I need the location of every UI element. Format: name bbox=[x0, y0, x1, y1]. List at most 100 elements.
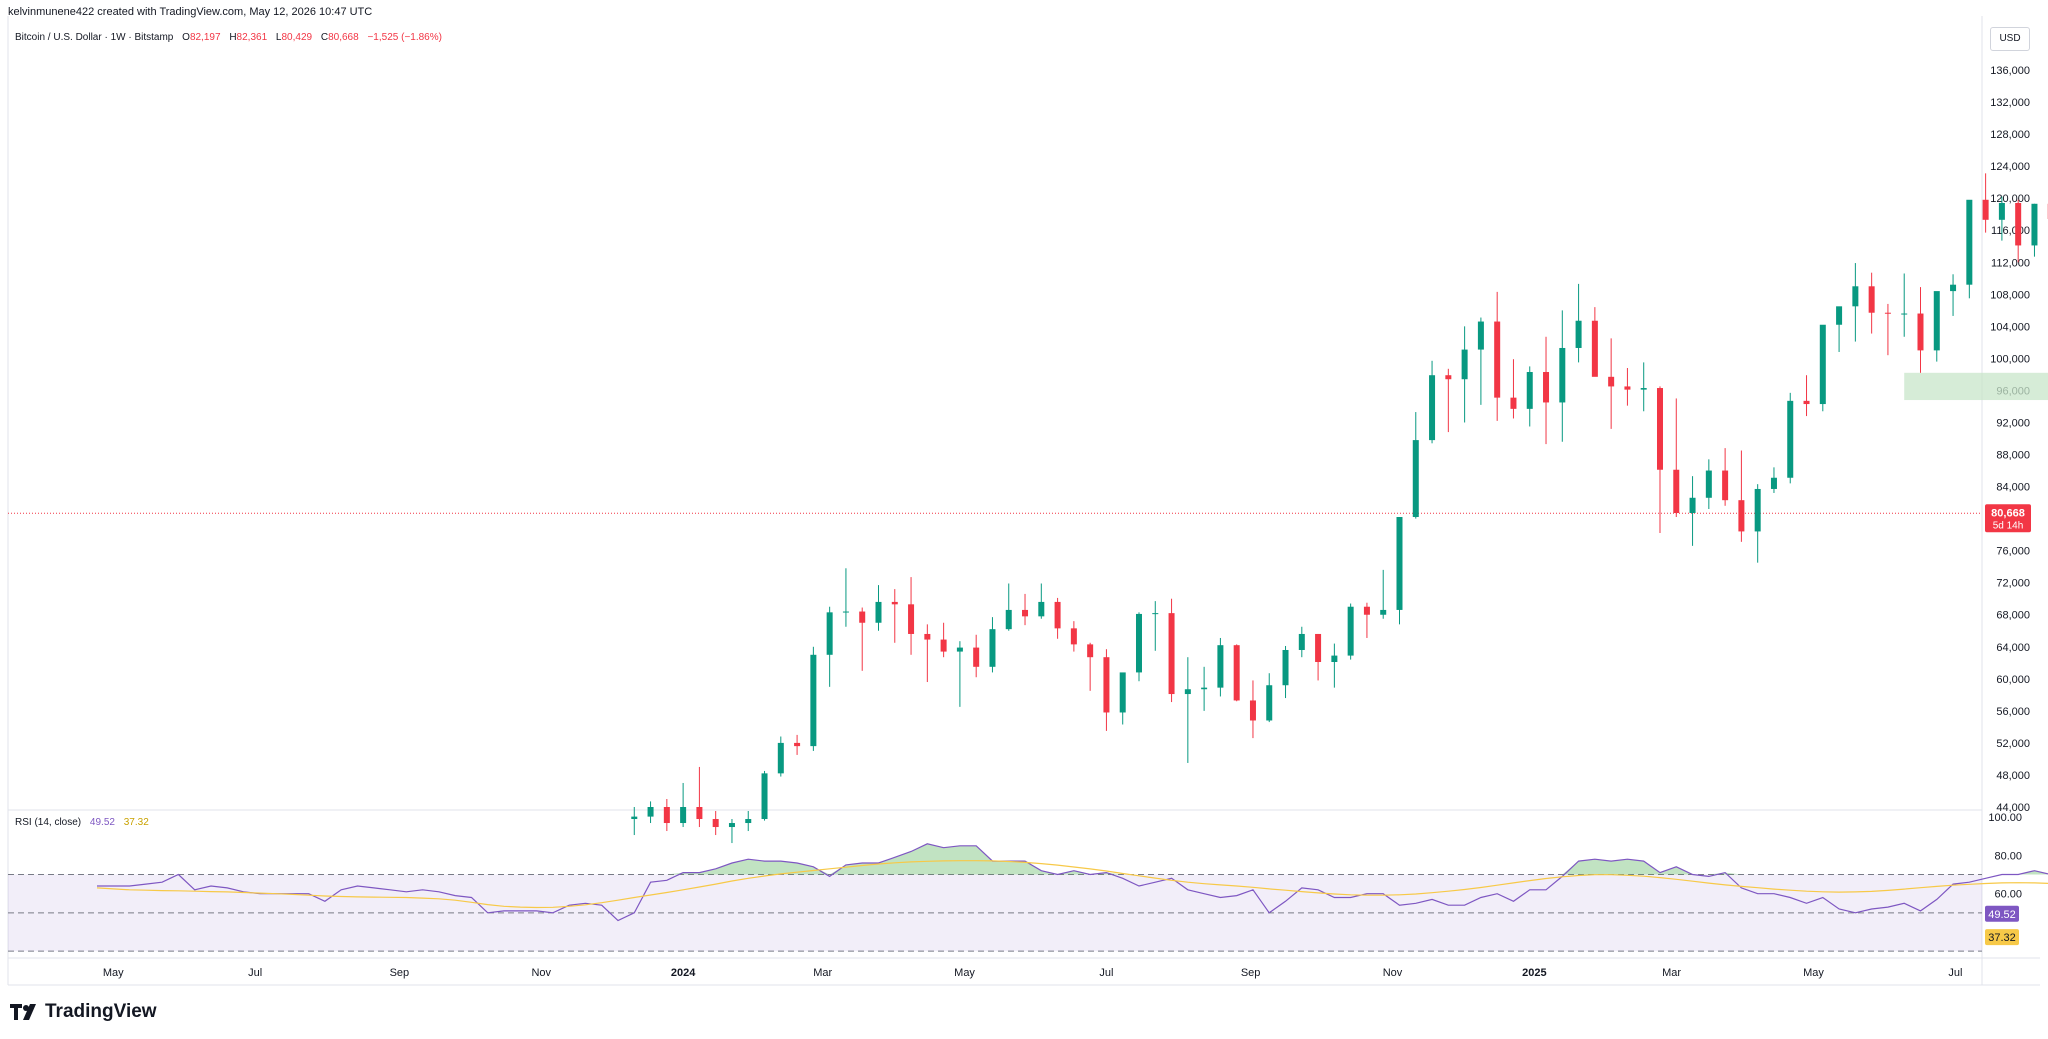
time-tick-label: Mar bbox=[1662, 967, 1681, 979]
rsi-value-tag bbox=[1985, 905, 2019, 922]
candle-body bbox=[1298, 633, 1305, 650]
candle-body bbox=[1608, 376, 1615, 387]
rsi-tick-label: 80.00 bbox=[1994, 850, 2022, 862]
time-tick-label: May bbox=[954, 967, 975, 979]
rsi-legend[interactable]: RSI (14, close) 49.52 37.32 bbox=[15, 817, 149, 828]
candle-body bbox=[1396, 517, 1403, 610]
price-tick-label: 116,000 bbox=[1991, 225, 2030, 237]
candle-body bbox=[1526, 372, 1533, 409]
candle-body bbox=[1559, 347, 1566, 403]
candle-body bbox=[1722, 470, 1729, 501]
candle-body bbox=[1770, 477, 1777, 489]
price-tag bbox=[1985, 504, 2031, 533]
candle-body bbox=[1836, 306, 1843, 325]
rsi-tick-label: 100.00 bbox=[1988, 812, 2022, 824]
candle-body bbox=[908, 604, 915, 634]
candle-body bbox=[1070, 628, 1077, 645]
time-tick-label: 2024 bbox=[671, 967, 696, 979]
price-tick-label: 104,000 bbox=[1990, 321, 2030, 333]
time-tick-label: May bbox=[1803, 967, 1824, 979]
open-label: O bbox=[182, 32, 190, 43]
price-tick-label: 44,000 bbox=[1996, 802, 2030, 814]
candle-body bbox=[1087, 644, 1094, 658]
candle-body bbox=[794, 742, 801, 747]
candle-body bbox=[1347, 606, 1354, 656]
symbol-name: Bitcoin / U.S. Dollar · 1W · Bitstamp bbox=[15, 32, 174, 43]
candle-body bbox=[1966, 199, 1973, 285]
candle-body bbox=[1575, 320, 1582, 348]
price-tag-value: 80,668 bbox=[1991, 507, 2025, 519]
candle-body bbox=[1331, 655, 1338, 663]
time-tick-label: Jul bbox=[248, 967, 262, 979]
candle-body bbox=[728, 823, 735, 828]
tradingview-logo[interactable]: TradingView bbox=[10, 1001, 157, 1023]
candle-body bbox=[1380, 609, 1387, 615]
candle-body bbox=[1982, 199, 1989, 220]
candle-body bbox=[842, 611, 849, 613]
close-label: C bbox=[320, 32, 329, 43]
open-value: 82,197 bbox=[189, 32, 221, 43]
candle-body bbox=[1038, 601, 1045, 617]
price-tick-label: 124,000 bbox=[1990, 161, 2030, 173]
candle-body bbox=[1217, 645, 1224, 688]
time-tick-label: Nov bbox=[1383, 967, 1403, 979]
candle-body bbox=[647, 807, 654, 817]
candle-body bbox=[1315, 633, 1322, 663]
price-tick-label: 92,000 bbox=[1996, 417, 2030, 429]
candle-body bbox=[1412, 440, 1419, 518]
candle-body bbox=[1738, 500, 1745, 532]
candle-body bbox=[1510, 397, 1517, 409]
tradingview-logo-icon bbox=[10, 1004, 36, 1020]
symbol-legend[interactable]: Bitcoin / U.S. Dollar · 1W · Bitstamp O8… bbox=[15, 32, 442, 43]
candle-body bbox=[1249, 700, 1256, 721]
candle-body bbox=[1656, 388, 1663, 470]
candle-body bbox=[891, 601, 898, 605]
time-tick-label: Sep bbox=[1241, 967, 1261, 979]
candle-body bbox=[1754, 488, 1761, 532]
rsi-tick-label: 60.00 bbox=[1994, 889, 2022, 901]
price-tick-label: 84,000 bbox=[1996, 482, 2030, 494]
candle-body bbox=[1787, 400, 1794, 478]
candle-body bbox=[1233, 645, 1240, 701]
currency-button[interactable]: USD bbox=[1990, 27, 2030, 51]
price-tick-label: 68,000 bbox=[1996, 610, 2030, 622]
candle-body bbox=[1168, 613, 1175, 695]
tradingview-logo-text: TradingView bbox=[45, 1001, 157, 1022]
time-tick-label: Jul bbox=[1948, 967, 1962, 979]
rsi-ma-tag-text: 37.32 bbox=[1988, 932, 2016, 944]
candle-body bbox=[1103, 657, 1110, 713]
candle-body bbox=[1624, 386, 1631, 390]
time-tick-label: Nov bbox=[531, 967, 551, 979]
rsi-ma-line bbox=[96, 860, 2048, 909]
candle-body bbox=[1803, 400, 1810, 405]
created-by-line: kelvinmunene422 created with TradingView… bbox=[8, 6, 373, 18]
candle-body bbox=[1135, 613, 1142, 673]
candle-body bbox=[1119, 672, 1126, 713]
time-tick-label: 2025 bbox=[1522, 967, 1546, 979]
candle-body bbox=[810, 654, 817, 747]
candle-body bbox=[1819, 324, 1826, 405]
price-tick-label: 64,000 bbox=[1996, 642, 2030, 654]
candle-body bbox=[989, 629, 996, 667]
time-tick-label: Sep bbox=[390, 967, 410, 979]
candle-body bbox=[1266, 685, 1273, 721]
candle-body bbox=[956, 647, 963, 652]
candle-body bbox=[1184, 689, 1191, 695]
low-label: L bbox=[275, 32, 282, 43]
candle-body bbox=[875, 601, 882, 623]
time-tick-label: Jul bbox=[1099, 967, 1113, 979]
price-tick-label: 100,000 bbox=[1990, 353, 2030, 365]
rsi-ma-value: 37.32 bbox=[123, 817, 149, 828]
candle-body bbox=[1705, 470, 1712, 498]
rsi-line bbox=[97, 843, 2048, 922]
close-value: 80,668 bbox=[328, 32, 359, 43]
price-tick-label: 112,000 bbox=[1991, 257, 2030, 269]
candle-body bbox=[1852, 286, 1859, 307]
price-tick-label: 60,000 bbox=[1996, 674, 2030, 686]
candle-body bbox=[631, 816, 638, 820]
rsi-overbought-fill bbox=[666, 843, 2048, 875]
price-tick-label: 72,000 bbox=[1996, 578, 2030, 590]
candle-body bbox=[1152, 613, 1159, 615]
high-value: 82,361 bbox=[236, 32, 268, 43]
